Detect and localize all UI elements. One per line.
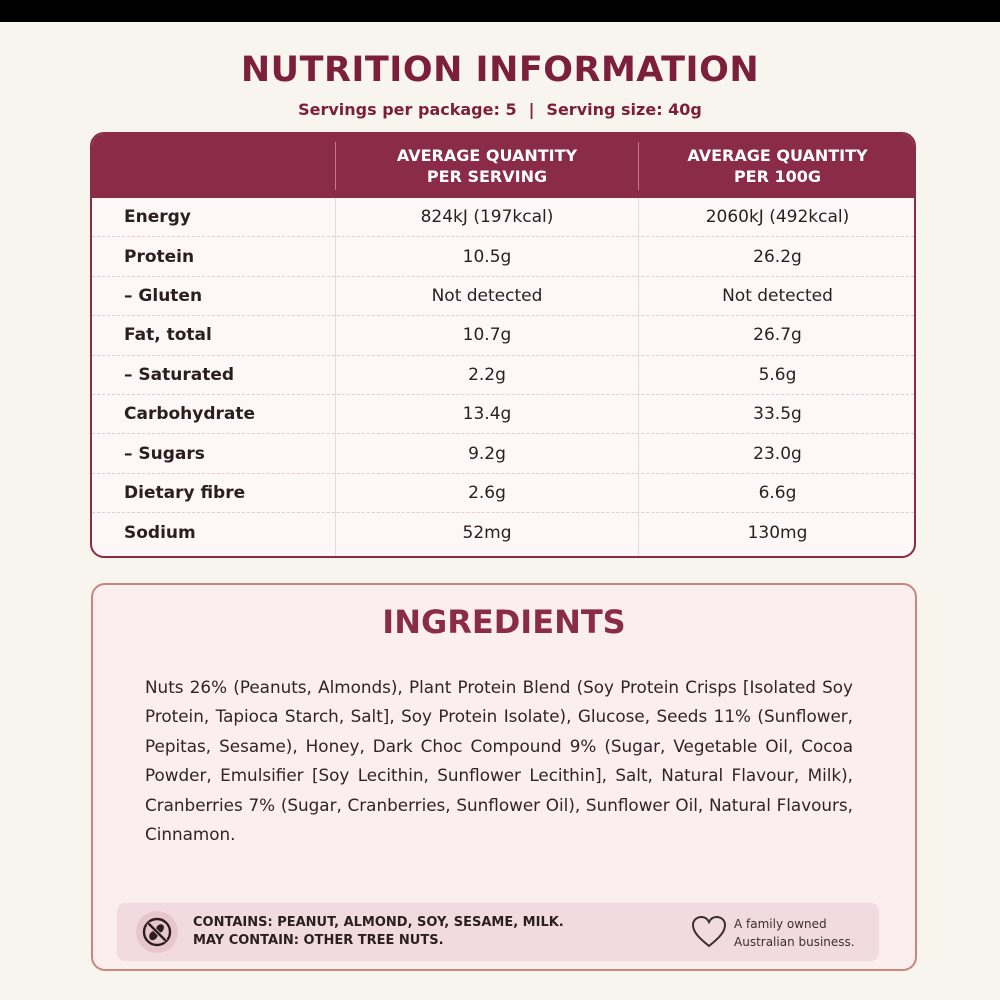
- table-row: Sodium 52mg 130mg: [92, 513, 914, 552]
- allergen-bar: CONTAINS: PEANUT, ALMOND, SOY, SESAME, M…: [117, 903, 879, 961]
- family-business-note: A family owned Australian business.: [734, 915, 855, 951]
- column-divider: [335, 198, 336, 556]
- per-serving-value: 2.6g: [468, 482, 506, 503]
- per-serving-value: 13.4g: [462, 404, 512, 425]
- ingredients-text: Nuts 26% (Peanuts, Almonds), Plant Prote…: [145, 677, 853, 845]
- column-divider: [638, 198, 639, 556]
- per-100g-value: Not detected: [722, 285, 833, 306]
- nutrient-name: Sodium: [124, 522, 196, 543]
- table-row: Protein 10.5g 26.2g: [92, 237, 914, 277]
- per-100g-value: 26.2g: [753, 246, 802, 267]
- table-row: Fat, total 10.7g 26.7g: [92, 316, 914, 356]
- per-100g-value: 6.6g: [758, 482, 797, 503]
- allergen-statement: CONTAINS: PEANUT, ALMOND, SOY, SESAME, M…: [193, 914, 564, 950]
- page-title: NUTRITION INFORMATION: [240, 50, 760, 90]
- family-line-1: A family owned: [734, 917, 827, 931]
- nutrient-name: – Sugars: [124, 443, 205, 464]
- per-serving-value: 824kJ (197kcal): [420, 207, 554, 228]
- table-row: Carbohydrate 13.4g 33.5g: [92, 395, 914, 435]
- per-serving-value: 10.5g: [462, 246, 512, 267]
- servings-per-package: Servings per package: 5: [298, 100, 517, 119]
- per-100g-value: 26.7g: [753, 325, 802, 346]
- per-serving-value: 9.2g: [468, 443, 506, 464]
- table-row: Dietary fibre 2.6g 6.6g: [92, 474, 914, 514]
- nutrient-name: Energy: [124, 207, 191, 228]
- heart-icon: [691, 915, 727, 949]
- ingredients-title: INGREDIENTS: [382, 603, 626, 641]
- family-line-2: Australian business.: [734, 935, 855, 949]
- nutrient-name: – Gluten: [124, 285, 203, 306]
- header-divider: [335, 142, 336, 190]
- nutrient-name: Dietary fibre: [124, 482, 246, 503]
- nutrient-name: Fat, total: [124, 325, 212, 346]
- per-100g-value: 23.0g: [753, 443, 802, 464]
- nutrient-name: Carbohydrate: [124, 404, 256, 425]
- may-contain-text: MAY CONTAIN: OTHER TREE NUTS.: [193, 933, 444, 948]
- table-body: Energy 824kJ (197kcal) 2060kJ (492kcal) …: [92, 198, 914, 553]
- table-row: Energy 824kJ (197kcal) 2060kJ (492kcal): [92, 198, 914, 238]
- table-row: – Gluten Not detected Not detected: [92, 277, 914, 317]
- nutrition-table: AVERAGE QUANTITY PER SERVING AVERAGE QUA…: [90, 132, 916, 558]
- table-row: – Saturated 2.2g 5.6g: [92, 356, 914, 395]
- header-per-100g: AVERAGE QUANTITY PER 100G: [687, 146, 868, 186]
- header-divider: [638, 142, 639, 190]
- per-serving-value: Not detected: [431, 285, 543, 306]
- table-header: AVERAGE QUANTITY PER SERVING AVERAGE QUA…: [92, 134, 914, 198]
- serving-size: Serving size: 40g: [546, 100, 702, 119]
- header-nutrient: [92, 134, 335, 198]
- top-bar: [0, 0, 1000, 22]
- servings-separator: |: [528, 100, 535, 119]
- per-100g-value: 130mg: [747, 522, 808, 543]
- table-row: – Sugars 9.2g 23.0g: [92, 434, 914, 474]
- servings-info: Servings per package: 5 | Serving size: 40…: [0, 100, 1000, 119]
- per-100g-value: 5.6g: [758, 364, 797, 385]
- nutrient-name: Protein: [124, 246, 195, 267]
- per-serving-value: 2.2g: [468, 364, 506, 385]
- per-100g-value: 33.5g: [753, 404, 802, 425]
- per-serving-value: 52mg: [462, 522, 512, 543]
- no-allergen-icon: [135, 910, 179, 954]
- header-per-serving: AVERAGE QUANTITY PER SERVING: [396, 146, 578, 186]
- nutrient-name: – Saturated: [124, 364, 235, 385]
- ingredients-panel: INGREDIENTS Nuts 26% (Peanuts, Almonds),…: [91, 583, 917, 971]
- contains-text: CONTAINS: PEANUT, ALMOND, SOY, SESAME, M…: [193, 915, 564, 930]
- per-serving-value: 10.7g: [462, 325, 512, 346]
- per-100g-value: 2060kJ (492kcal): [705, 207, 850, 228]
